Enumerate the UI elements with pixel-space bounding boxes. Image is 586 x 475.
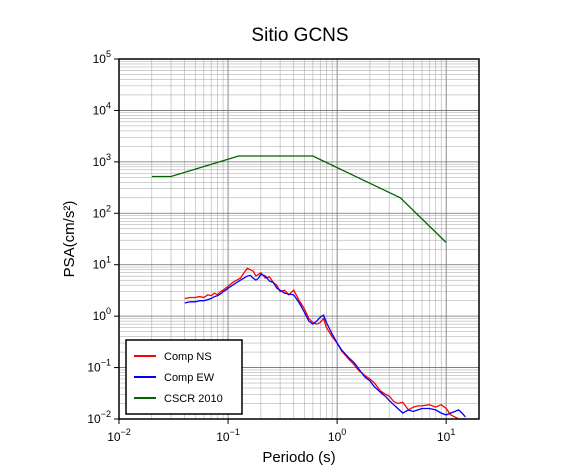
- legend-label: CSCR 2010: [164, 393, 223, 405]
- y-tick-labels: 10−2 10−1 100 101 102 103 104 105: [87, 49, 119, 426]
- y-tick-label: 10−2: [87, 409, 111, 426]
- x-tick-label: 101: [437, 427, 455, 444]
- plot-frame: [118, 58, 480, 420]
- chart-title: Sitio GCNS: [251, 25, 348, 46]
- y-tick-label: 105: [93, 49, 111, 66]
- y-tick-label: 100: [93, 306, 111, 323]
- legend-label: Comp NS: [164, 351, 212, 363]
- x-axis-label: Periodo (s): [262, 449, 335, 466]
- series-layer: [151, 155, 466, 419]
- y-axis-label: PSA(cm/s²): [61, 201, 78, 278]
- legend-items: Comp NS Comp EW CSCR 2010: [134, 351, 223, 405]
- y-tick-label: 101: [93, 255, 111, 272]
- y-tick-label: 10−1: [87, 358, 111, 375]
- x-tick-label: 100: [328, 427, 346, 444]
- x-tick-labels: 10−2 10−1 100 101: [107, 419, 455, 444]
- y-tick-label: 103: [93, 152, 111, 169]
- legend-label: Comp EW: [164, 372, 215, 384]
- series-line-comp-ew: [184, 273, 466, 418]
- series-line-comp-ns: [184, 267, 466, 419]
- grid: [118, 59, 480, 420]
- y-tick-label: 104: [93, 100, 111, 117]
- series-line-cscr-2010: [151, 155, 447, 243]
- x-tick-label: 10−1: [216, 427, 240, 444]
- y-tick-label: 102: [93, 203, 111, 220]
- legend: Comp NS Comp EW CSCR 2010: [125, 339, 243, 415]
- x-tick-label: 10−2: [107, 427, 131, 444]
